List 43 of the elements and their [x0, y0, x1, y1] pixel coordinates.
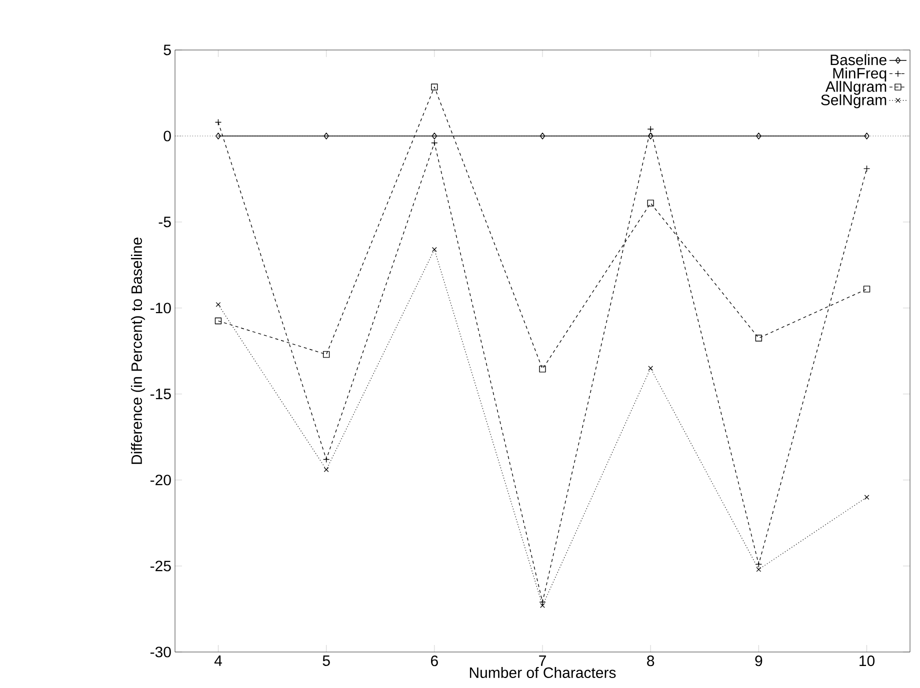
point — [863, 286, 870, 292]
point — [647, 200, 654, 206]
x-tick-label: 5 — [322, 656, 330, 666]
legend-label: AllNgram — [825, 80, 886, 95]
y-tick-label: -5 — [158, 216, 171, 228]
point — [540, 132, 546, 140]
x-axis-title: Number of Characters — [470, 666, 616, 678]
point — [432, 132, 438, 140]
y-tick-label: -15 — [150, 388, 171, 400]
legend-label: MinFreq — [833, 68, 886, 82]
x-tick-label: 4 — [214, 656, 222, 666]
y-tick-label: -10 — [150, 302, 171, 314]
point — [324, 467, 329, 472]
x-tick-label: 6 — [431, 656, 438, 666]
legend-label: SelNgram — [821, 94, 886, 108]
point — [216, 132, 221, 140]
point — [756, 132, 762, 140]
legend-label: Baseline — [830, 54, 886, 66]
y-tick-label: 0 — [164, 130, 171, 142]
point — [648, 366, 654, 371]
point — [324, 132, 329, 140]
y-tick-label: 5 — [164, 44, 171, 56]
x-tick-label: 7 — [539, 656, 546, 666]
point — [755, 334, 762, 342]
point — [540, 603, 545, 608]
point — [864, 132, 870, 140]
point — [431, 84, 438, 90]
x-tick-label: 8 — [647, 656, 654, 666]
point — [864, 494, 870, 500]
y-tick-label: -20 — [150, 474, 171, 486]
point — [216, 302, 221, 308]
point — [539, 366, 546, 372]
point — [322, 351, 330, 358]
x-tick-label: 10 — [860, 656, 875, 666]
point — [214, 118, 222, 126]
x-tick-label: 9 — [755, 656, 762, 666]
y-tick-label: -25 — [150, 560, 171, 572]
point — [214, 318, 222, 324]
point — [755, 560, 762, 568]
point — [756, 566, 762, 572]
y-axis-title: Difference (in Percent) to Baseline — [130, 238, 145, 464]
point — [432, 247, 437, 252]
y-tick-label: -30 — [150, 646, 171, 658]
